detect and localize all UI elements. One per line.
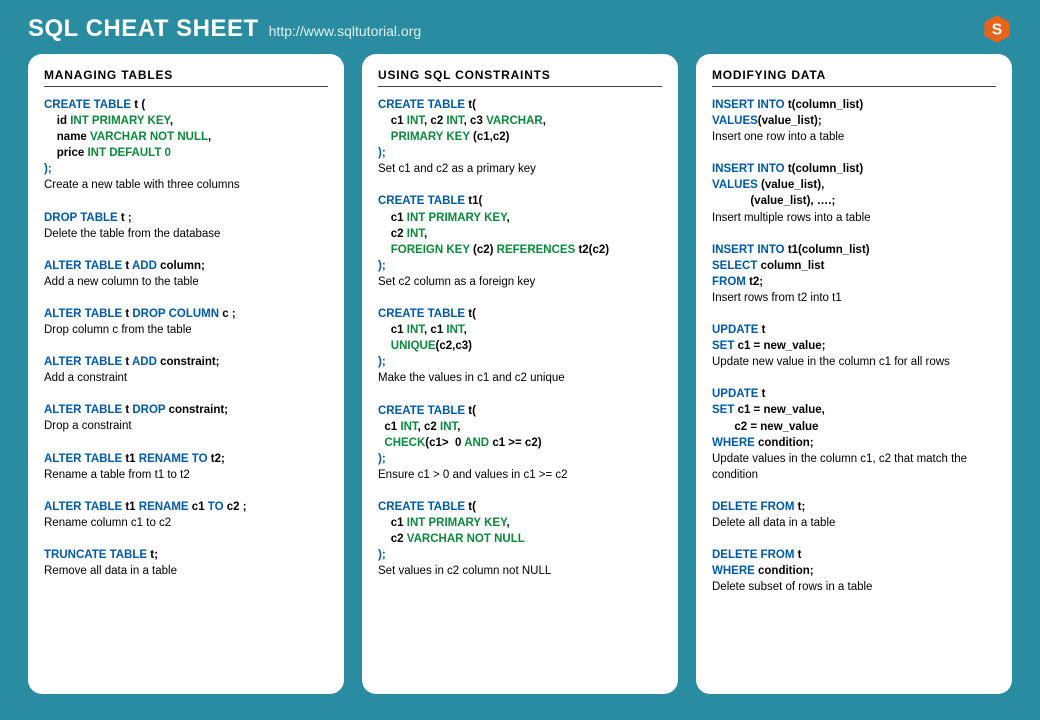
card-0: MANAGING TABLES CREATE TABLE t ( id INT P…: [28, 54, 344, 694]
code-block: INSERT INTO t(column_list) VALUES(value_…: [712, 97, 996, 145]
code-block: CREATE TABLE t( c1 INT, c1 INT, UNIQUE(c…: [378, 306, 662, 386]
code: ALTER TABLE t1 RENAME TO t2;: [44, 451, 328, 467]
description: Set values in c2 column not NULL: [378, 563, 662, 579]
svg-text:S: S: [992, 21, 1002, 38]
description: Add a constraint: [44, 370, 328, 386]
description: Update new value in the column c1 for al…: [712, 354, 996, 370]
code: UPDATE t SET c1 = new_value;: [712, 322, 996, 354]
code-block: DROP TABLE t ;Delete the table from the …: [44, 210, 328, 242]
code-block: INSERT INTO t1(column_list) SELECT colum…: [712, 242, 996, 306]
code: ALTER TABLE t ADD column;: [44, 258, 328, 274]
description: Delete subset of rows in a table: [712, 579, 996, 595]
description: Update values in the column c1, c2 that …: [712, 451, 996, 483]
code: CREATE TABLE t1( c1 INT PRIMARY KEY, c2 …: [378, 193, 662, 273]
card-2: MODIFYING DATA INSERT INTO t(column_list)…: [696, 54, 1012, 694]
code: DROP TABLE t ;: [44, 210, 328, 226]
description: Insert one row into a table: [712, 129, 996, 145]
code-block: UPDATE t SET c1 = new_value;Update new v…: [712, 322, 996, 370]
description: Set c2 column as a foreign key: [378, 274, 662, 290]
card-title: MANAGING TABLES: [44, 68, 328, 87]
code-block: ALTER TABLE t DROP constraint;Drop a con…: [44, 402, 328, 434]
description: Insert multiple rows into a table: [712, 210, 996, 226]
code: CREATE TABLE t( c1 INT, c2 INT, c3 VARCH…: [378, 97, 662, 161]
code-block: CREATE TABLE t ( id INT PRIMARY KEY, nam…: [44, 97, 328, 194]
code-block: UPDATE t SET c1 = new_value, c2 = new_va…: [712, 386, 996, 483]
description: Rename column c1 to c2: [44, 515, 328, 531]
code-block: TRUNCATE TABLE t;Remove all data in a ta…: [44, 547, 328, 579]
code: INSERT INTO t(column_list) VALUES(value_…: [712, 97, 996, 129]
code: CREATE TABLE t ( id INT PRIMARY KEY, nam…: [44, 97, 328, 177]
description: Delete all data in a table: [712, 515, 996, 531]
description: Set c1 and c2 as a primary key: [378, 161, 662, 177]
code-block: DELETE FROM t;Delete all data in a table: [712, 499, 996, 531]
page-title: SQL CHEAT SHEET: [28, 15, 259, 43]
code: DELETE FROM t;: [712, 499, 996, 515]
page-url: http://www.sqltutorial.org: [269, 23, 422, 39]
description: Drop column c from the table: [44, 322, 328, 338]
header-left: SQL CHEAT SHEET http://www.sqltutorial.o…: [28, 15, 421, 43]
columns-container: MANAGING TABLES CREATE TABLE t ( id INT P…: [0, 54, 1040, 712]
code: ALTER TABLE t DROP constraint;: [44, 402, 328, 418]
code-block: CREATE TABLE t( c1 INT PRIMARY KEY, c2 V…: [378, 499, 662, 579]
code: UPDATE t SET c1 = new_value, c2 = new_va…: [712, 386, 996, 450]
code: TRUNCATE TABLE t;: [44, 547, 328, 563]
code-block: ALTER TABLE t ADD column;Add a new colum…: [44, 258, 328, 290]
code-block: CREATE TABLE t( c1 INT, c2 INT, c3 VARCH…: [378, 97, 662, 177]
description: Add a new column to the table: [44, 274, 328, 290]
code-block: INSERT INTO t(column_list) VALUES (value…: [712, 161, 996, 225]
card-title: USING SQL CONSTRAINTS: [378, 68, 662, 87]
code: CREATE TABLE t( c1 INT, c1 INT, UNIQUE(c…: [378, 306, 662, 370]
description: Make the values in c1 and c2 unique: [378, 370, 662, 386]
code: ALTER TABLE t DROP COLUMN c ;: [44, 306, 328, 322]
description: Drop a constraint: [44, 418, 328, 434]
description: Insert rows from t2 into t1: [712, 290, 996, 306]
code-block: ALTER TABLE t1 RENAME TO t2;Rename a tab…: [44, 451, 328, 483]
description: Ensure c1 > 0 and values in c1 >= c2: [378, 467, 662, 483]
description: Rename a table from t1 to t2: [44, 467, 328, 483]
card-1: USING SQL CONSTRAINTS CREATE TABLE t( c1 …: [362, 54, 678, 694]
card-title: MODIFYING DATA: [712, 68, 996, 87]
description: Delete the table from the database: [44, 226, 328, 242]
code: CREATE TABLE t( c1 INT PRIMARY KEY, c2 V…: [378, 499, 662, 563]
description: Remove all data in a table: [44, 563, 328, 579]
code: INSERT INTO t(column_list) VALUES (value…: [712, 161, 996, 209]
code: ALTER TABLE t ADD constraint;: [44, 354, 328, 370]
code-block: CREATE TABLE t1( c1 INT PRIMARY KEY, c2 …: [378, 193, 662, 290]
code-block: CREATE TABLE t( c1 INT, c2 INT, CHECK(c1…: [378, 403, 662, 483]
code-block: ALTER TABLE t ADD constraint;Add a const…: [44, 354, 328, 386]
code: CREATE TABLE t( c1 INT, c2 INT, CHECK(c1…: [378, 403, 662, 467]
code-block: ALTER TABLE t DROP COLUMN c ;Drop column…: [44, 306, 328, 338]
code: INSERT INTO t1(column_list) SELECT colum…: [712, 242, 996, 290]
code: DELETE FROM t WHERE condition;: [712, 547, 996, 579]
header: SQL CHEAT SHEET http://www.sqltutorial.o…: [0, 0, 1040, 54]
code-block: ALTER TABLE t1 RENAME c1 TO c2 ;Rename c…: [44, 499, 328, 531]
description: Create a new table with three columns: [44, 177, 328, 193]
logo-icon: S: [982, 14, 1012, 44]
code: ALTER TABLE t1 RENAME c1 TO c2 ;: [44, 499, 328, 515]
code-block: DELETE FROM t WHERE condition;Delete sub…: [712, 547, 996, 595]
